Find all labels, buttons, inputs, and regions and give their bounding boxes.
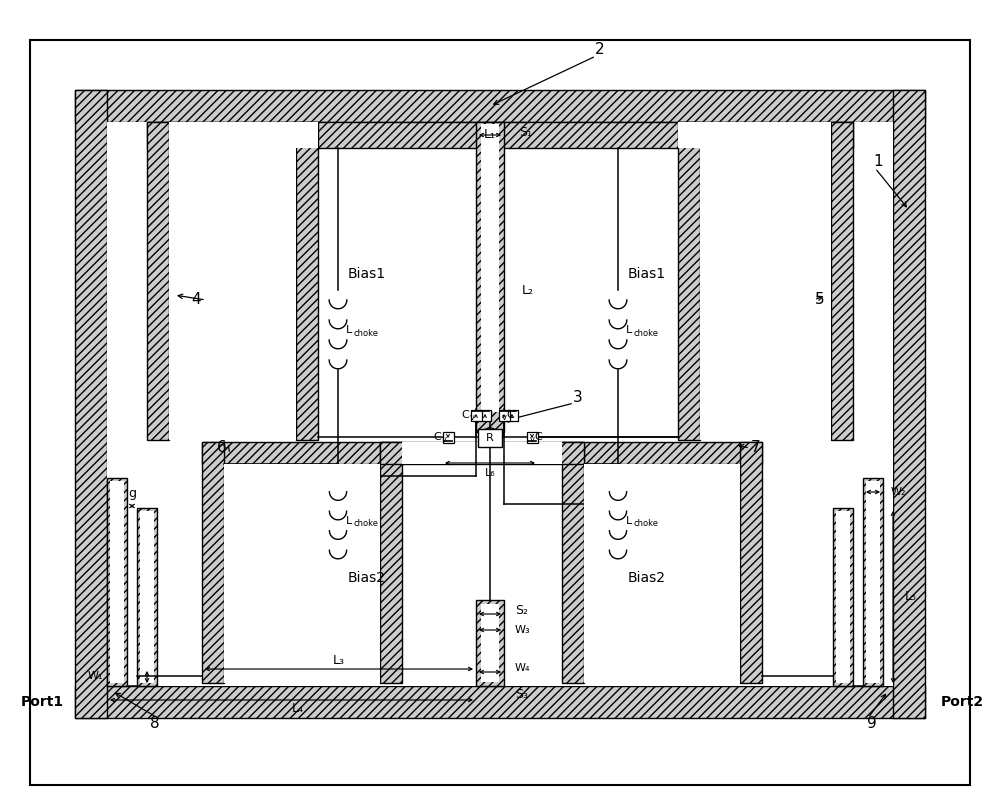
Bar [863, 478, 883, 686]
Text: Port1: Port1 [20, 695, 64, 709]
Bar [471, 410, 482, 421]
Bar [478, 429, 502, 447]
Text: L₄: L₄ [292, 702, 304, 714]
Text: 9: 9 [867, 716, 877, 732]
Text: 2: 2 [595, 42, 605, 58]
Bar [499, 410, 510, 421]
Text: v: v [470, 414, 475, 423]
Text: S₁: S₁ [520, 127, 532, 139]
Bar [402, 442, 562, 464]
Bar [481, 124, 499, 412]
Text: 6: 6 [217, 440, 227, 456]
Circle shape [481, 428, 499, 446]
Bar [831, 122, 853, 440]
Bar [147, 122, 169, 440]
Text: L: L [626, 325, 632, 335]
Text: choke: choke [353, 520, 378, 529]
Bar [202, 442, 224, 683]
Bar [476, 600, 504, 686]
Bar [224, 464, 380, 683]
Bar [107, 478, 127, 686]
Text: L₂: L₂ [522, 284, 534, 297]
Bar [480, 410, 491, 421]
Text: Bias1: Bias1 [628, 267, 666, 281]
Text: v: v [442, 436, 447, 444]
Bar [740, 442, 762, 683]
Text: S₃: S₃ [516, 688, 528, 701]
Text: g: g [128, 487, 136, 500]
Bar [169, 148, 296, 440]
Text: Bias1: Bias1 [348, 267, 386, 281]
Text: W₄: W₄ [514, 663, 530, 673]
Text: R: R [486, 433, 494, 443]
Text: 8: 8 [150, 716, 160, 732]
Text: 5: 5 [815, 293, 825, 307]
Bar [110, 481, 124, 683]
Text: W₃: W₃ [514, 625, 530, 635]
Text: L: L [346, 325, 352, 335]
Bar [137, 508, 157, 686]
Bar [481, 604, 499, 682]
Bar [476, 122, 504, 432]
Text: 4: 4 [191, 293, 201, 307]
Text: Bias2: Bias2 [348, 571, 386, 585]
Bar [562, 442, 584, 683]
Text: W₁: W₁ [88, 671, 103, 681]
Bar [866, 481, 880, 683]
Text: W₂: W₂ [891, 487, 906, 497]
Text: C: C [433, 432, 441, 442]
Text: Bias2: Bias2 [628, 571, 666, 585]
Bar [836, 511, 850, 683]
Bar [443, 432, 454, 443]
Text: L: L [346, 516, 352, 526]
Text: L₁: L₁ [484, 128, 496, 141]
Text: C: C [534, 432, 542, 442]
Bar [678, 122, 700, 440]
Bar [107, 122, 893, 686]
Bar [140, 511, 154, 683]
Bar [893, 90, 925, 718]
Bar [507, 410, 518, 421]
Bar [833, 508, 853, 686]
Text: v: v [502, 414, 507, 423]
Text: choke: choke [633, 520, 658, 529]
Text: Port2: Port2 [940, 695, 984, 709]
Text: v: v [530, 436, 535, 444]
Bar [584, 464, 740, 683]
Bar [147, 122, 853, 148]
Text: L₃: L₃ [333, 654, 345, 667]
Bar [380, 442, 584, 464]
Text: C: C [461, 410, 469, 420]
Text: 3: 3 [573, 391, 583, 406]
Bar [75, 686, 925, 718]
Text: 1: 1 [873, 155, 883, 169]
Bar [202, 442, 402, 464]
Bar [75, 90, 107, 718]
Bar [380, 442, 402, 683]
Bar [169, 122, 318, 148]
Text: 7: 7 [751, 440, 761, 456]
Bar [562, 442, 762, 464]
Text: choke: choke [633, 328, 658, 337]
Bar [527, 432, 538, 443]
Text: C: C [506, 410, 514, 420]
Text: choke: choke [353, 328, 378, 337]
Bar [296, 122, 318, 440]
Bar [678, 122, 831, 148]
Text: S₂: S₂ [516, 603, 528, 616]
Text: L₅: L₅ [905, 590, 917, 603]
Bar [700, 148, 831, 440]
Bar [75, 90, 925, 122]
Text: L: L [626, 516, 632, 526]
Text: L₆: L₆ [485, 468, 495, 478]
